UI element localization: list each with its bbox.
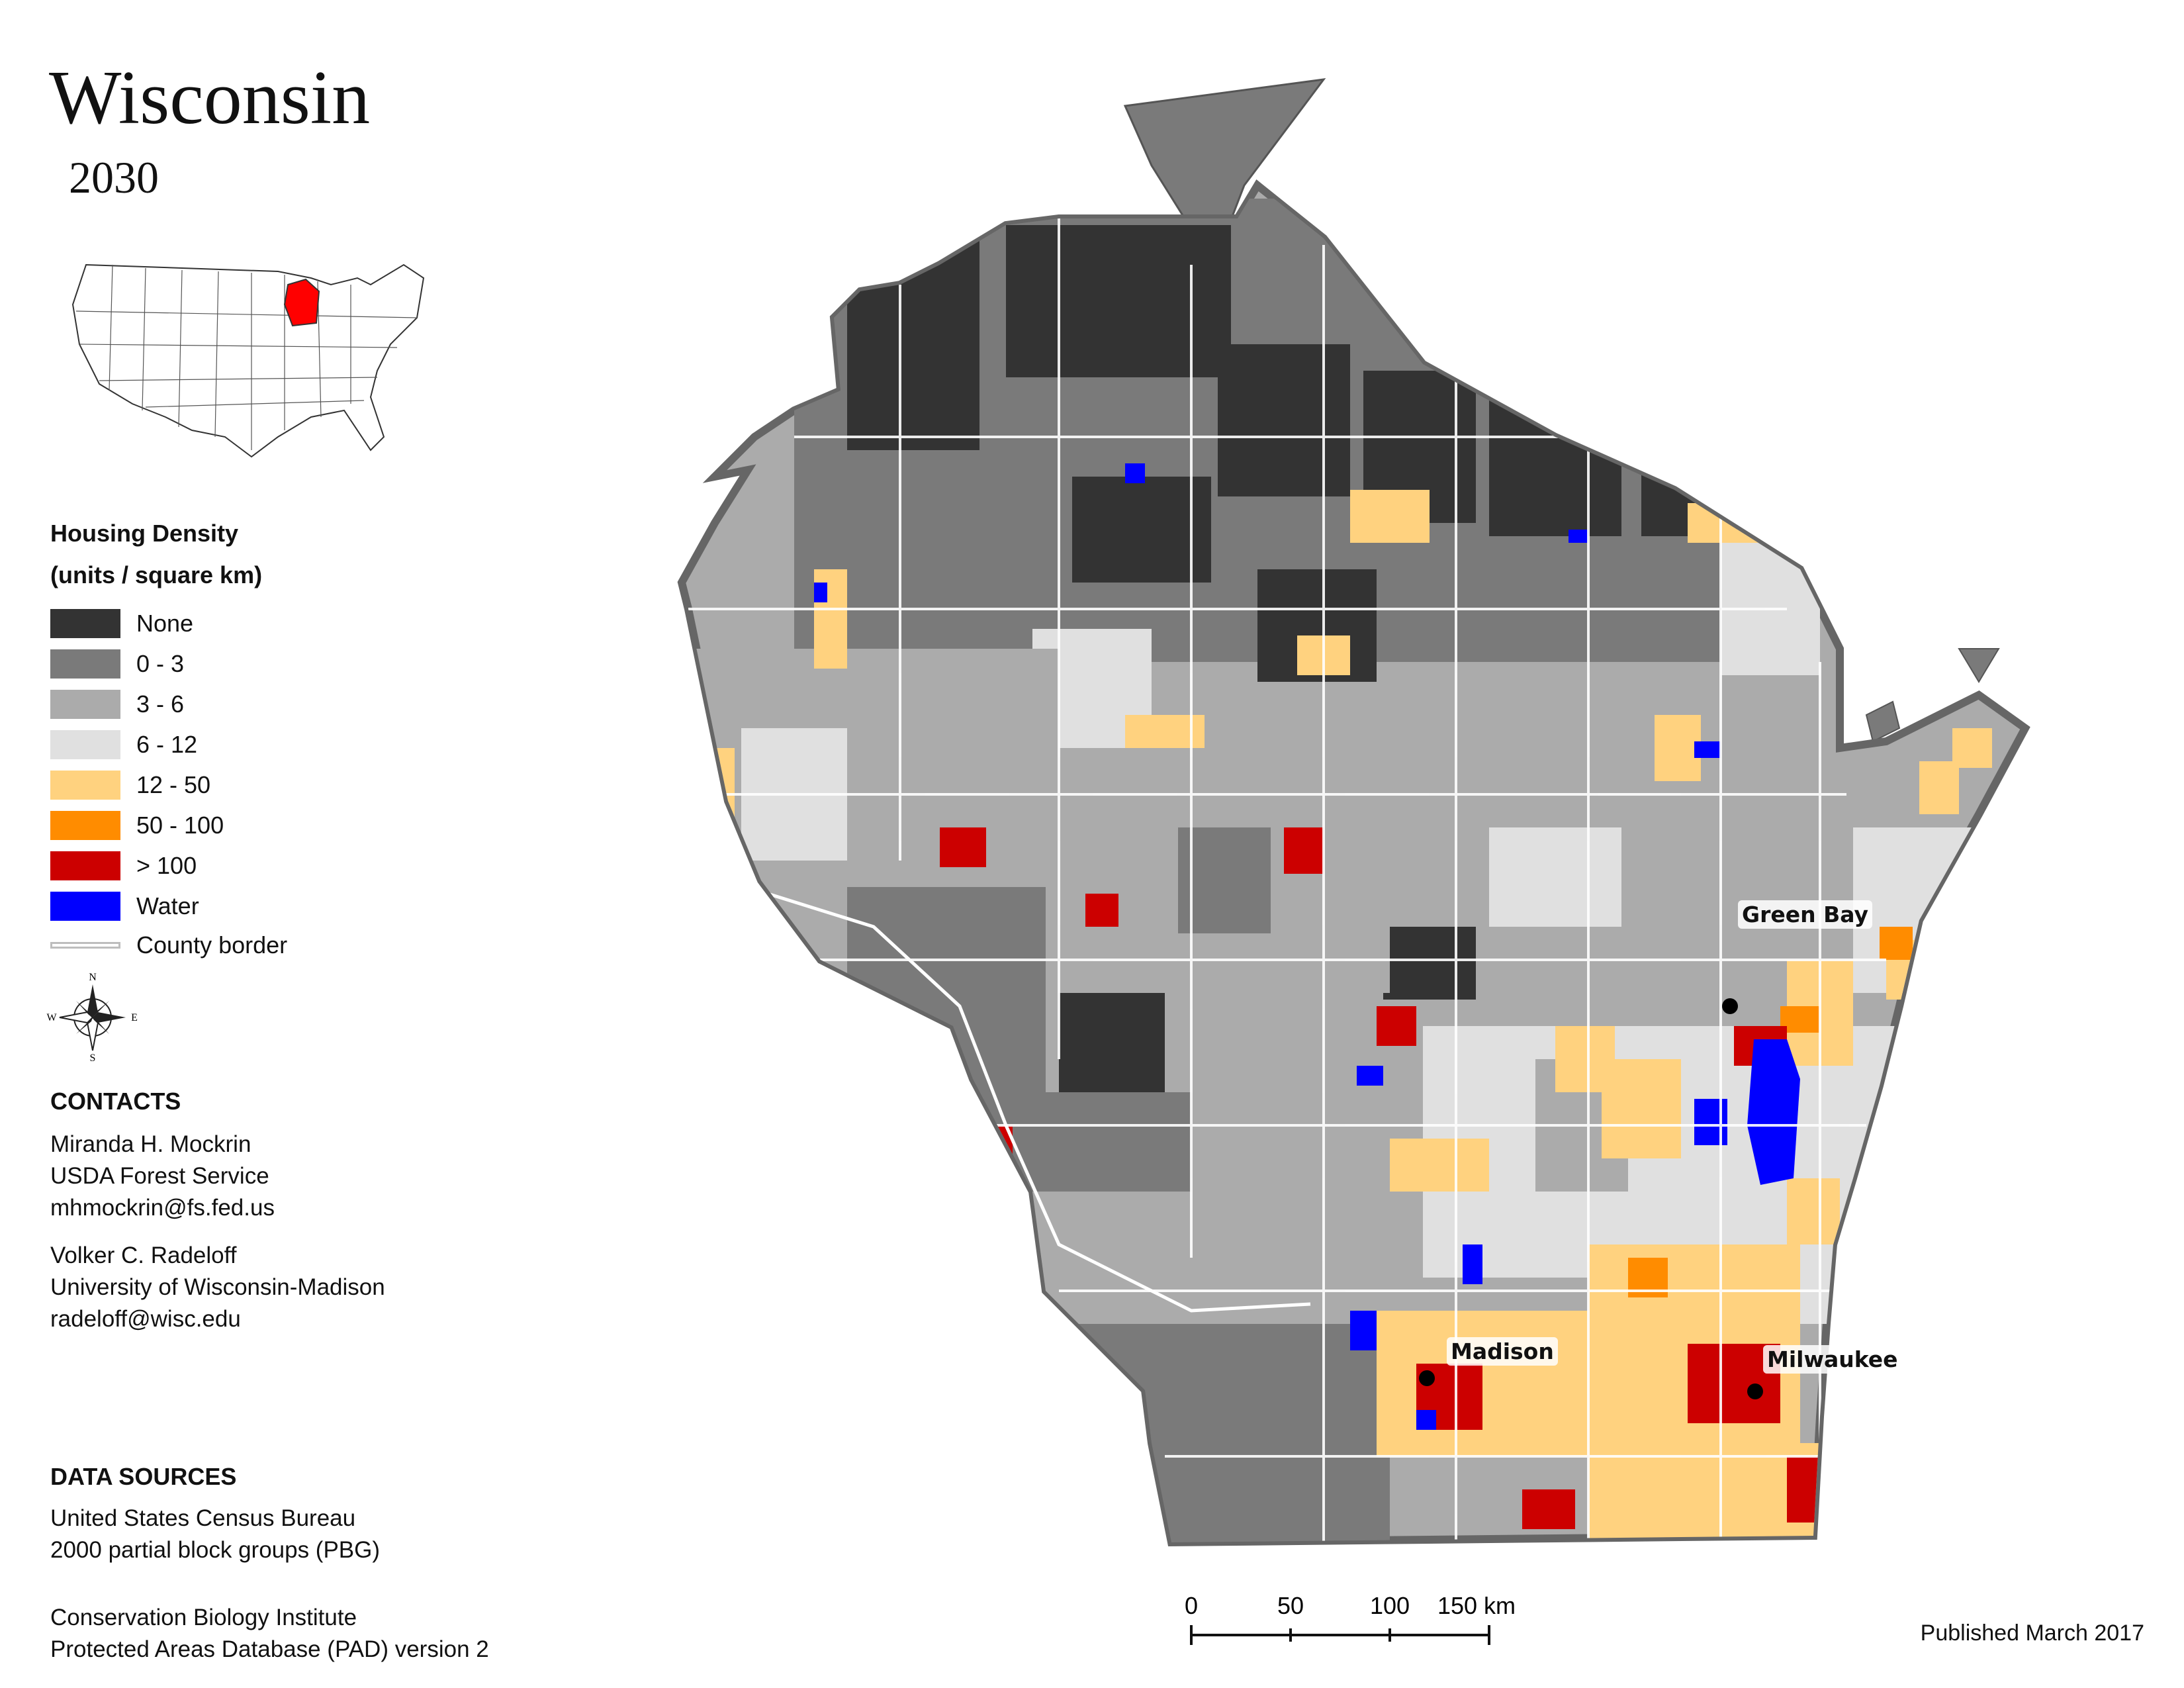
legend-item-12-50: 12 - 50 [50,769,210,801]
compass-w: W [46,1012,57,1023]
legend-item-50-100: 50 - 100 [50,810,224,841]
scale-tick-label: 100 [1370,1592,1410,1619]
contacts-heading: CONTACTS [50,1088,181,1115]
contact-1: Miranda H. Mockrin USDA Forest Service m… [50,1129,275,1224]
city-marker-green-bay [1722,998,1738,1014]
legend-title: Housing Density [50,520,239,547]
legend-swatch [50,851,120,880]
legend-swatch [50,609,120,638]
legend-label: 12 - 50 [136,771,211,798]
compass-n: N [89,972,97,983]
published-date: Published March 2017 [1920,1620,2144,1646]
legend-swatch [50,649,120,679]
contact-2: Volker C. Radeloff University of Wiscons… [50,1240,385,1335]
legend-label: County border [136,931,288,959]
data-source-line: United States Census Bureau [50,1505,356,1531]
scale-tick-label: 50 [1277,1592,1304,1619]
compass-s: S [90,1053,96,1062]
legend-swatch [50,811,120,840]
data-sources-group-2: Conservation Biology Institute Protected… [50,1602,489,1665]
legend-label: 0 - 3 [136,650,185,677]
contact-name: Miranda H. Mockrin [50,1131,251,1157]
scale-bar: 0 50 100 150 km [1185,1592,1516,1645]
legend-item-county-border: County border [50,929,287,961]
contact-email: radeloff@wisc.edu [50,1306,241,1332]
legend-label: 3 - 6 [136,690,185,718]
data-sources-group-1: United States Census Bureau 2000 partial… [50,1503,380,1566]
legend-label: 50 - 100 [136,812,224,839]
scale-tick-label: 150 km [1437,1592,1516,1619]
legend-label: 6 - 12 [136,731,198,758]
legend-item-water: Water [50,890,199,922]
data-source-line: Protected Areas Database (PAD) version 2 [50,1636,489,1662]
scale-tick-label: 0 [1185,1592,1198,1619]
legend-item-gt-100: > 100 [50,850,197,882]
legend-item-3-6: 3 - 6 [50,688,184,720]
contact-email: mhmockrin@fs.fed.us [50,1195,275,1221]
legend-swatch [50,730,120,759]
legend-swatch [50,892,120,921]
legend-subtitle: (units / square km) [50,561,263,588]
wisconsin-housing-density-map [677,78,2030,1547]
legend-swatch [50,690,120,719]
contact-org: University of Wisconsin-Madison [50,1274,385,1300]
legend-item-none: None [50,608,193,639]
legend-swatch [50,771,120,800]
legend-item-0-3: 0 - 3 [50,648,184,680]
us-locator-map [71,263,425,458]
county-border-swatch [50,942,120,949]
legend-label: Water [136,892,199,919]
contact-name: Volker C. Radeloff [50,1243,237,1268]
data-source-line: 2000 partial block groups (PBG) [50,1537,381,1563]
city-marker-milwaukee [1747,1383,1763,1399]
map-title: Wisconsin [49,56,371,140]
contact-org: USDA Forest Service [50,1163,269,1189]
data-source-line: Conservation Biology Institute [50,1605,357,1630]
legend-label: None [136,610,194,637]
map-year: 2030 [69,152,159,203]
legend-item-6-12: 6 - 12 [50,729,197,761]
compass-e: E [131,1012,138,1023]
compass-rose-icon: N S E W [46,972,138,1062]
city-label-green-bay: Green Bay [1738,900,1873,929]
city-label-milwaukee: Milwaukee [1763,1345,1902,1374]
wisconsin-highlight [283,278,320,327]
wisconsin-river-border [767,892,1311,1313]
city-marker-madison [1419,1370,1435,1386]
lake-winnebago [1747,1039,1800,1185]
city-label-madison: Madison [1447,1337,1558,1366]
data-sources-heading: DATA SOURCES [50,1463,237,1490]
legend-label: > 100 [136,852,197,879]
